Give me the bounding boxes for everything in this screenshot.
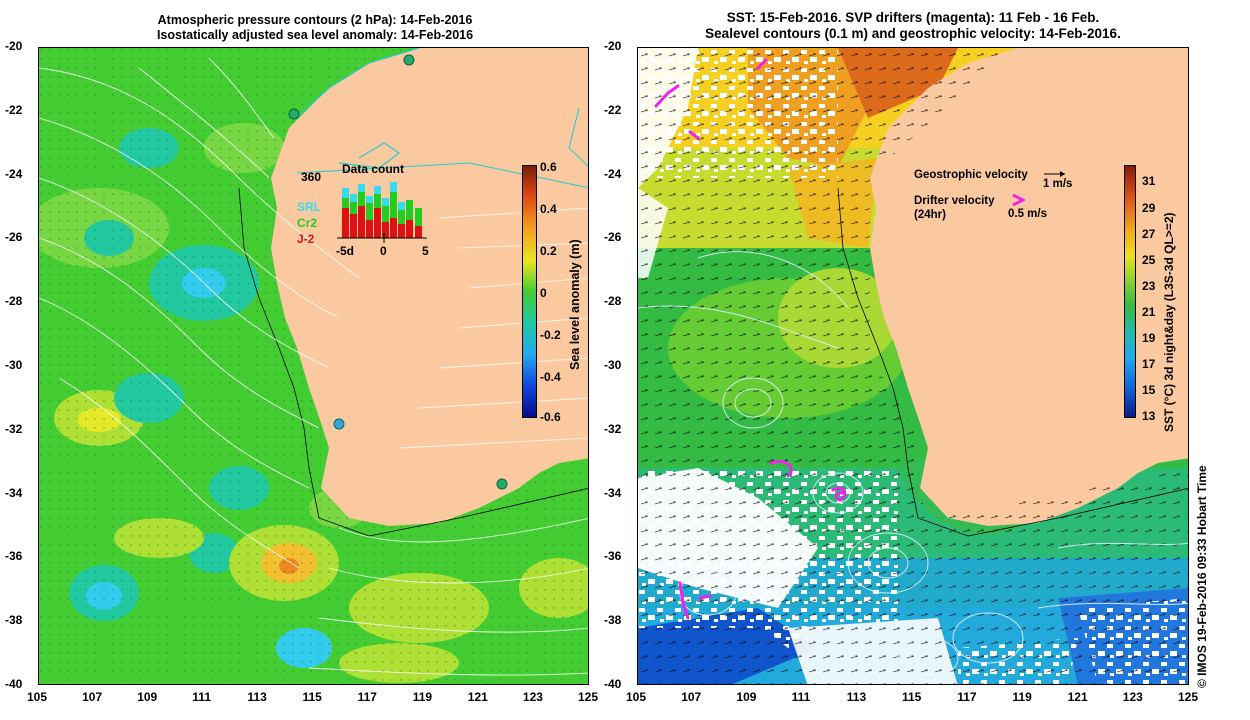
right-lon-tick: 121 xyxy=(1067,690,1088,704)
right-lat-tick: -36 xyxy=(604,549,622,564)
sst-tick-9: 13 xyxy=(1142,409,1156,423)
right-lat-tick: -24 xyxy=(604,166,622,181)
anomaly-tick-2: 0.2 xyxy=(540,244,557,258)
left-lon-tick: 107 xyxy=(82,690,103,704)
left-lon-tick: 115 xyxy=(302,690,322,704)
left-lon-tick: 123 xyxy=(522,690,543,704)
right-lat-tick: -38 xyxy=(604,613,622,628)
data-count-max: 360 xyxy=(301,170,322,184)
left-lat-tick: -38 xyxy=(5,613,23,628)
right-lon-tick: 123 xyxy=(1122,690,1143,704)
drifter-arrow-icon xyxy=(1012,194,1025,206)
right-lat-tick: -22 xyxy=(604,102,622,117)
left-lat-tick: -36 xyxy=(5,549,23,564)
data-count-bars xyxy=(342,182,422,238)
right-lat-tick: -30 xyxy=(604,358,622,372)
left-lon-tick: 113 xyxy=(247,690,267,704)
anomaly-tick-0: 0.6 xyxy=(540,160,557,174)
right-lon-tick: 119 xyxy=(1012,690,1032,704)
left-lat-tick: -22 xyxy=(5,102,23,117)
sst-tick-7: 17 xyxy=(1142,357,1156,371)
legend-cr2: Cr2 xyxy=(297,216,318,230)
sst-tick-1: 29 xyxy=(1142,201,1156,215)
left-lon-tick: 109 xyxy=(137,690,158,704)
right-lat-tick: -28 xyxy=(604,294,622,309)
left-lat-tick: -20 xyxy=(5,39,23,53)
left-lat-tick: -28 xyxy=(5,294,23,309)
anomaly-tick-4: -0.2 xyxy=(540,328,561,342)
sst-tick-5: 21 xyxy=(1142,305,1156,319)
pressure-contours xyxy=(39,57,588,676)
drifter-velocity-legend: Drifter velocity xyxy=(914,195,995,207)
left-title-line1: Atmospheric pressure contours (2 hPa): 1… xyxy=(157,13,473,27)
inset-xtick-5: 5 xyxy=(422,244,429,258)
legend-j2: J-2 xyxy=(297,232,315,246)
geostrophic-velocity-legend: Geostrophic velocity xyxy=(914,169,1028,181)
inset-xtick-0: 0 xyxy=(380,244,387,258)
right-lon-tick: 111 xyxy=(791,690,811,704)
right-title: SST: 15-Feb-2016. SVP drifters (magenta)… xyxy=(638,10,1188,42)
right-lon-tick: 109 xyxy=(736,690,757,704)
sst-colorbar xyxy=(1124,165,1136,418)
sst-tick-8: 15 xyxy=(1142,383,1156,397)
sst-tick-2: 27 xyxy=(1142,227,1156,241)
left-lat-tick: -24 xyxy=(5,166,23,181)
anomaly-tick-3: 0 xyxy=(540,286,547,300)
sst-colorbar-label: SST (°C) 3d night&day (L3S-3d QL>=2) xyxy=(1162,212,1176,433)
left-lat-tick: -34 xyxy=(5,485,23,500)
anomaly-tick-1: 0.4 xyxy=(540,202,557,216)
right-lon-tick: 125 xyxy=(1178,690,1199,704)
sea-level-anomaly-map[interactable]: Data count 360 SRL Cr2 J-2 -5d 0 5 xyxy=(38,47,589,685)
australia-land xyxy=(870,48,1188,526)
data-count-title: Data count xyxy=(342,162,405,176)
left-lon-tick: 121 xyxy=(467,690,488,704)
anomaly-colorbar-label: Sea level anomaly (m) xyxy=(568,239,582,370)
legend-srl: SRL xyxy=(297,200,321,214)
left-title-line2: Isostatically adjusted sea level anomaly… xyxy=(156,28,474,42)
left-lat-tick: -26 xyxy=(5,230,23,245)
australia-land xyxy=(271,48,588,526)
anomaly-colorbar xyxy=(522,165,537,418)
drifter-velocity-legend-sub: (24hr) xyxy=(914,209,946,221)
data-count-inset xyxy=(337,182,427,243)
sst-map[interactable]: Geostrophic velocity 1 m/s Drifter veloc… xyxy=(637,47,1189,685)
left-lon-tick: 117 xyxy=(357,690,377,704)
sst-tick-0: 31 xyxy=(1142,174,1156,188)
sst-tick-4: 23 xyxy=(1142,279,1156,293)
drifter-scale: 0.5 m/s xyxy=(1008,208,1047,220)
geostrophic-arrow-icon xyxy=(1044,171,1065,177)
anomaly-tick-5: -0.4 xyxy=(540,370,561,384)
left-title: Atmospheric pressure contours (2 hPa): 1… xyxy=(40,13,590,43)
imos-credit: © IMOS 19-Feb-2016 09:33 Hobart Time xyxy=(1195,465,1209,688)
anomaly-tick-6: -0.6 xyxy=(540,410,561,424)
left-lat-tick: -32 xyxy=(5,421,23,436)
sealevel-contours xyxy=(638,251,1188,679)
sst-tick-6: 19 xyxy=(1142,331,1156,345)
drifter-tracks xyxy=(654,58,847,620)
sst-map-svg xyxy=(638,48,1188,684)
left-lat-tick: -40 xyxy=(5,677,23,691)
right-lon-tick: 105 xyxy=(626,690,647,704)
sst-tick-3: 25 xyxy=(1142,253,1156,267)
right-lon-tick: 113 xyxy=(846,690,867,704)
inset-xtick-minus5: -5d xyxy=(336,244,354,258)
right-lat-tick: -40 xyxy=(604,677,622,691)
right-title-line1: SST: 15-Feb-2016. SVP drifters (magenta)… xyxy=(726,10,1100,25)
right-lat-tick: -32 xyxy=(604,421,622,436)
geostrophic-scale: 1 m/s xyxy=(1043,178,1073,190)
left-lon-tick: 105 xyxy=(27,690,48,704)
right-lon-tick: 117 xyxy=(957,690,977,704)
right-lon-tick: 115 xyxy=(902,690,922,704)
left-lat-tick: -30 xyxy=(5,358,23,372)
right-title-line2: Sealevel contours (0.1 m) and geostrophi… xyxy=(705,26,1121,41)
right-lat-tick: -20 xyxy=(604,39,622,53)
left-lon-tick: 125 xyxy=(578,690,599,704)
left-lon-tick: 111 xyxy=(192,690,211,704)
right-lon-tick: 107 xyxy=(681,690,702,704)
left-lon-tick: 119 xyxy=(412,690,433,704)
sea-level-anomaly-map-svg xyxy=(39,48,588,684)
right-lat-tick: -26 xyxy=(604,230,622,245)
right-lat-tick: -34 xyxy=(604,485,622,500)
